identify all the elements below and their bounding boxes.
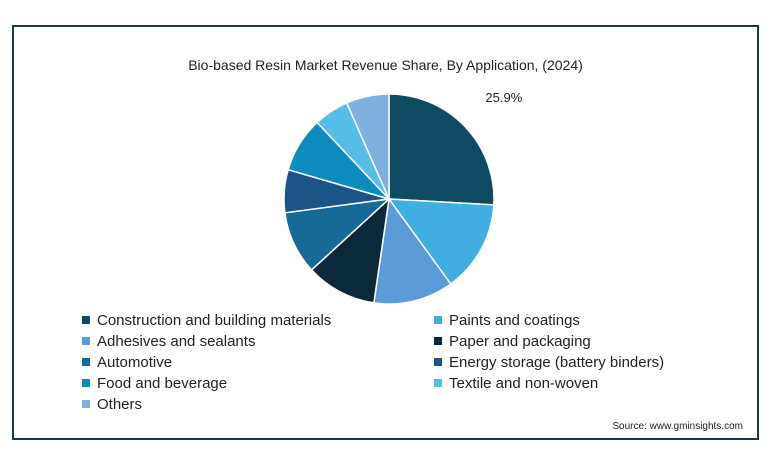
legend-label: Textile and non-woven <box>449 374 599 392</box>
pie-slice-others <box>345 93 390 200</box>
pie-slices <box>283 93 495 305</box>
legend-item: Others <box>82 394 434 414</box>
chart-legend: Construction and building materials Paint… <box>82 310 722 414</box>
legend-swatch <box>434 316 442 324</box>
legend-label: Food and beverage <box>97 374 228 392</box>
legend-label: Paints and coatings <box>449 311 580 329</box>
legend-item: Paper and packaging <box>434 331 722 351</box>
legend-item: Paints and coatings <box>434 310 722 330</box>
legend-swatch <box>82 337 90 345</box>
legend-item: Automotive <box>82 352 434 372</box>
legend-swatch <box>434 337 442 345</box>
legend-label: Paper and packaging <box>449 332 591 350</box>
data-label: 25.9% <box>485 90 522 105</box>
legend-swatch <box>82 358 90 366</box>
pie-data-labels: 25.9% <box>485 90 522 105</box>
legend-item: Construction and building materials <box>82 310 434 330</box>
legend-label: Automotive <box>97 353 173 371</box>
legend-swatch <box>434 379 442 387</box>
legend-label: Construction and building materials <box>97 311 332 329</box>
legend-label: Others <box>97 395 143 413</box>
chart-frame: Bio-based Resin Market Revenue Share, By… <box>12 25 759 440</box>
pie-slice-adhesives-and-sealants <box>373 197 452 305</box>
legend-swatch <box>434 358 442 366</box>
legend-label: Energy storage (battery binders) <box>449 353 665 371</box>
pie-chart: 25.9% <box>283 90 523 305</box>
legend-item: Food and beverage <box>82 373 434 393</box>
legend-label: Adhesives and sealants <box>97 332 256 350</box>
legend-swatch <box>82 379 90 387</box>
pie-slice-paints-and-coatings <box>387 198 495 285</box>
legend-swatch <box>82 316 90 324</box>
source-note: Source: www.gminsights.com <box>612 421 743 432</box>
pie-slice-construction-and-building-materials <box>388 93 495 206</box>
legend-swatch <box>82 400 90 408</box>
chart-title: Bio-based Resin Market Revenue Share, By… <box>188 57 583 73</box>
pie-slice-paper-and-packaging <box>310 197 391 304</box>
legend-item: Adhesives and sealants <box>82 331 434 351</box>
legend-item: Textile and non-woven <box>434 373 722 393</box>
legend-item: Energy storage (battery binders) <box>434 352 722 372</box>
